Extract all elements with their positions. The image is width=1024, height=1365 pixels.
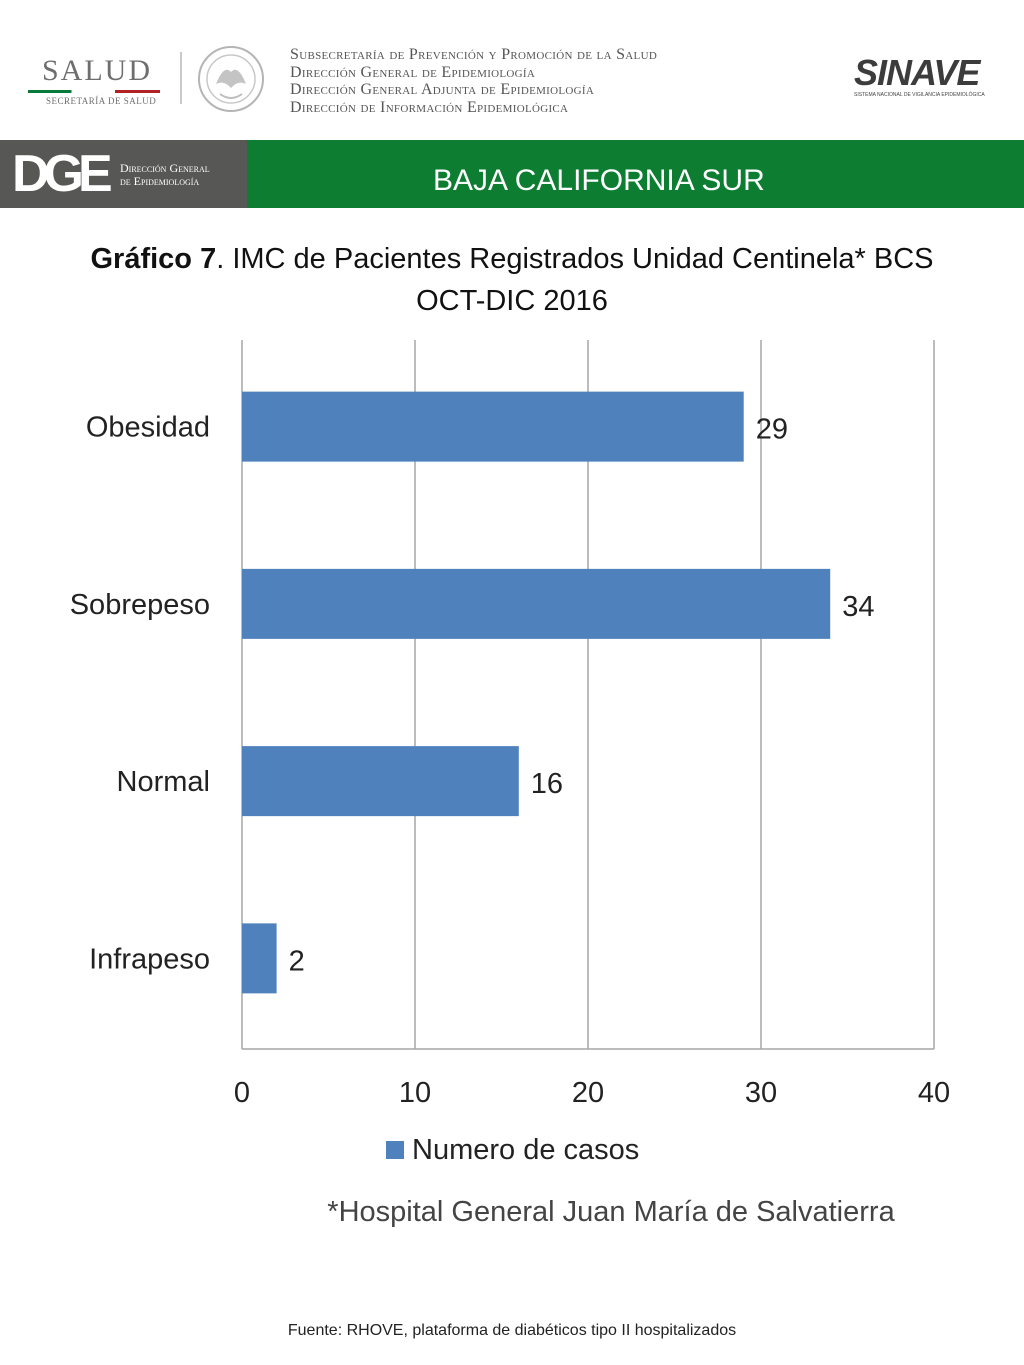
data-label: 34 <box>842 591 874 623</box>
chart-title-line1: Gráfico 7. IMC de Pacientes Registrados … <box>0 238 1024 280</box>
chart-title-line2: OCT-DIC 2016 <box>416 285 608 317</box>
institution-lines: Subsecretaría de Prevención y Promoción … <box>290 46 657 116</box>
dge-panel: DGE Dirección General de Epidemiología <box>0 140 247 208</box>
footnote: *Hospital General Juan María de Salvatie… <box>327 1196 895 1228</box>
x-tick-label: 0 <box>234 1077 250 1109</box>
category-label: Normal <box>117 766 210 798</box>
data-label: 29 <box>756 414 788 446</box>
chart-title-bold: Gráfico 7 <box>90 243 217 275</box>
data-label: 16 <box>531 768 563 800</box>
x-tick-label: 40 <box>918 1077 950 1109</box>
chart-title: Gráfico 7. IMC de Pacientes Registrados … <box>0 238 1024 322</box>
x-tick-label: 20 <box>572 1077 604 1109</box>
category-label: Sobrepeso <box>70 589 210 621</box>
sinave-logo-subtitle: SISTEMA NACIONAL DE VIGILANCIA EPIDEMIOL… <box>854 92 985 98</box>
salud-logo: SALUD SECRETARÍA DE SALUD <box>28 52 168 112</box>
x-tick-label: 10 <box>399 1077 431 1109</box>
institution-line: Dirección General de Epidemiología <box>290 63 536 81</box>
state-panel <box>247 140 1024 208</box>
chart-title-rest: . IMC de Pacientes Registrados Unidad Ce… <box>216 243 934 275</box>
salud-logo-stripe <box>28 90 160 93</box>
legend: Numero de casos <box>386 1130 639 1170</box>
bar <box>242 568 831 639</box>
source-note: Fuente: RHOVE, plataforma de diabéticos … <box>287 1322 737 1339</box>
data-label: 2 <box>289 945 305 977</box>
institution-line: Subsecretaría de Prevención y Promoción … <box>290 46 658 63</box>
dge-logo: DGE <box>12 145 113 203</box>
header-divider <box>180 52 182 104</box>
dge-line: Dirección General <box>120 161 210 175</box>
category-label: Infrapeso <box>89 943 210 975</box>
mexico-seal-icon <box>198 46 264 112</box>
legend-label: Numero de casos <box>412 1133 640 1166</box>
institution-line: Dirección General Adjunta de Epidemiolog… <box>290 81 595 98</box>
salud-logo-word: SALUD <box>42 54 153 87</box>
legend-swatch <box>386 1141 404 1159</box>
x-tick-label: 30 <box>745 1077 777 1109</box>
bar <box>242 923 277 994</box>
dge-logo-text: Dirección General de Epidemiología <box>120 162 210 188</box>
bar <box>242 391 744 462</box>
salud-logo-subtitle: SECRETARÍA DE SALUD <box>46 96 157 106</box>
category-label: Obesidad <box>86 412 210 444</box>
state-band: DGE Dirección General de Epidemiología B… <box>0 140 1024 208</box>
sinave-logo: SINAVE SISTEMA NACIONAL DE VIGILANCIA EP… <box>850 44 995 104</box>
bar <box>242 746 519 817</box>
institution-line: Dirección de Información Epidemiológica <box>290 98 569 116</box>
sinave-logo-word: SINAVE <box>854 52 980 93</box>
dge-line: de Epidemiología <box>120 174 200 188</box>
header: SALUD SECRETARÍA DE SALUD Subsecretaría … <box>0 0 1024 140</box>
state-name: BAJA CALIFORNIA SUR <box>433 164 765 197</box>
